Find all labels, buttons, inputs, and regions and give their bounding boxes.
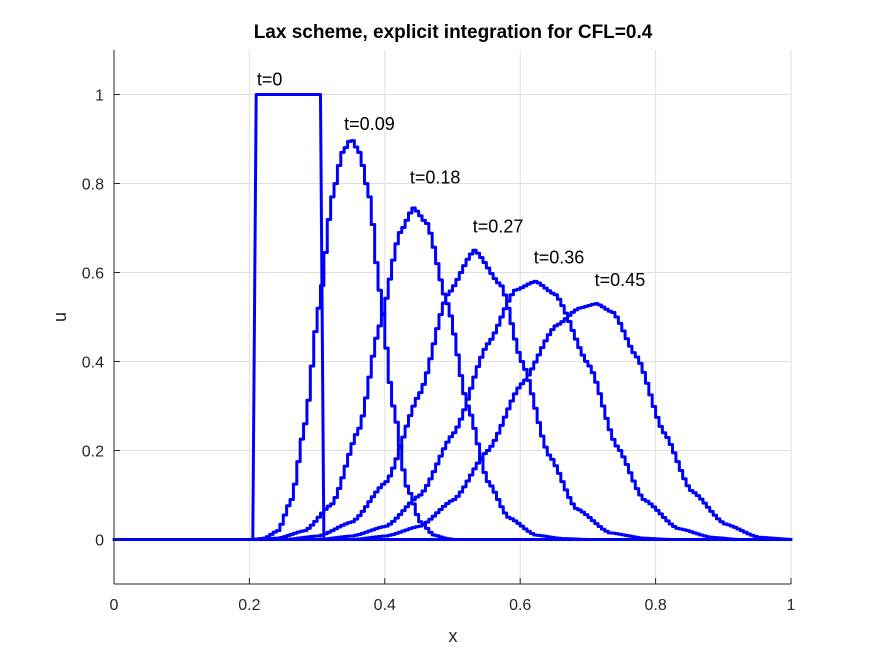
- x-tick-label: 0: [110, 597, 119, 614]
- x-axis-label: x: [449, 626, 458, 646]
- series-line: [112, 302, 793, 541]
- series-label: t=0.18: [410, 168, 461, 188]
- series-annotations: t=0 t=0.09 t=0.18 t=0.27 t=0.36 t=0.45: [257, 70, 645, 290]
- x-tick-label: 0.4: [374, 597, 396, 614]
- x-tick-label: 0.2: [238, 597, 260, 614]
- y-tick-label: 0.2: [82, 444, 104, 461]
- series-label: t=0.09: [344, 114, 395, 134]
- y-tick-label: 1: [95, 88, 104, 105]
- series-label: t=0: [257, 70, 283, 90]
- series-label: t=0.27: [473, 216, 524, 236]
- series-label: t=0.45: [595, 270, 646, 290]
- x-tick-label: 1: [787, 597, 796, 614]
- axes: [113, 50, 792, 585]
- y-tick-label: 0: [95, 533, 104, 550]
- chart-title: Lax scheme, explicit integration for CFL…: [254, 22, 653, 43]
- x-tick-label: 0.6: [509, 597, 531, 614]
- y-axis-label: u: [50, 312, 70, 322]
- x-tick-label: 0.8: [644, 597, 666, 614]
- y-tick-label: 0.6: [82, 266, 104, 283]
- series-label: t=0.36: [534, 248, 585, 268]
- tick-labels: 0 0.2 0.4 0.6 0.8 1 0 0.2 0.4 0.6 0.8 1: [82, 88, 796, 615]
- series-layer: [112, 93, 793, 541]
- y-tick-label: 0.4: [82, 355, 104, 372]
- y-tick-label: 0.8: [82, 177, 104, 194]
